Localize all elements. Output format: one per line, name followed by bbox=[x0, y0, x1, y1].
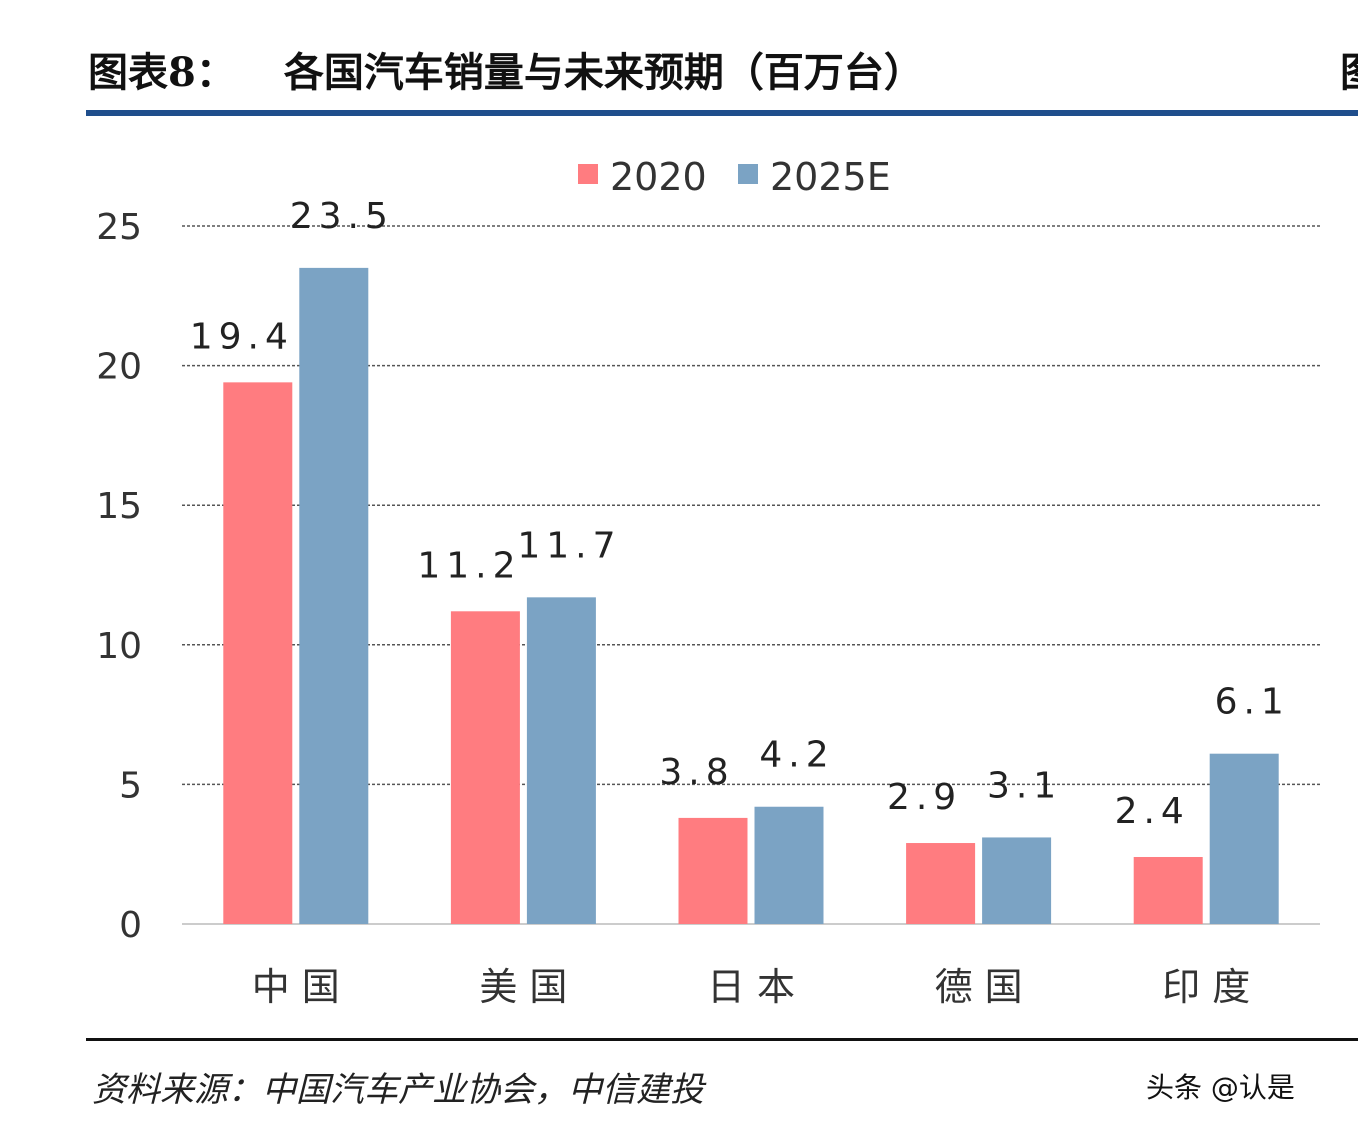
legend-label: 2025E bbox=[770, 155, 891, 199]
data-label: 3.1 bbox=[987, 765, 1062, 806]
bar-2025E-印度 bbox=[1209, 753, 1279, 924]
legend-swatch-2025E bbox=[738, 164, 758, 184]
y-tick-label: 0 bbox=[119, 905, 142, 946]
y-tick-label: 20 bbox=[96, 347, 142, 388]
bar-2020-日本 bbox=[678, 817, 748, 924]
x-tick-label: 印度 bbox=[1162, 965, 1262, 1009]
data-label: 4.2 bbox=[759, 735, 834, 776]
data-label: 11.2 bbox=[417, 545, 521, 586]
y-tick-label: 15 bbox=[96, 486, 142, 527]
y-tick-label: 5 bbox=[119, 765, 142, 806]
data-label: 3.8 bbox=[659, 752, 734, 793]
figure-label: 图表8： bbox=[88, 49, 236, 96]
data-label: 23.5 bbox=[290, 196, 394, 237]
y-tick-label: 10 bbox=[96, 626, 142, 667]
figure-title: 图表8： 各国汽车销量与未来预期（百万台） bbox=[88, 40, 924, 98]
source-note: 资料来源：中国汽车产业协会，中信建投 bbox=[92, 1070, 704, 1110]
bar-2020-德国 bbox=[906, 843, 976, 924]
data-label: 2.4 bbox=[1115, 791, 1190, 832]
x-tick-label: 日本 bbox=[707, 965, 807, 1009]
data-label: 19.4 bbox=[190, 316, 294, 357]
data-label: 11.7 bbox=[517, 525, 621, 566]
footer-divider bbox=[86, 1038, 1358, 1041]
watermark: 头条 @认是 bbox=[1146, 1071, 1295, 1104]
x-tick-label: 中国 bbox=[252, 965, 352, 1009]
bar-2025E-中国 bbox=[299, 267, 369, 924]
legend-label: 2020 bbox=[610, 155, 707, 199]
y-tick-label: 25 bbox=[96, 207, 142, 248]
data-label: 6.1 bbox=[1215, 682, 1290, 723]
data-label: 2.9 bbox=[887, 777, 962, 818]
bar-2025E-德国 bbox=[982, 837, 1052, 924]
cut-off-text: 图 bbox=[1340, 40, 1358, 98]
bar-2020-中国 bbox=[223, 382, 293, 924]
bar-2025E-日本 bbox=[754, 806, 824, 924]
figure-title-text: 各国汽车销量与未来预期（百万台） bbox=[283, 49, 924, 96]
x-tick-label: 美国 bbox=[479, 965, 579, 1009]
title-divider bbox=[86, 110, 1358, 116]
bar-2020-美国 bbox=[450, 611, 520, 924]
bar-2025E-美国 bbox=[526, 597, 596, 924]
bar-2020-印度 bbox=[1133, 856, 1203, 924]
legend-swatch-2020 bbox=[578, 164, 598, 184]
x-tick-label: 德国 bbox=[935, 965, 1035, 1009]
